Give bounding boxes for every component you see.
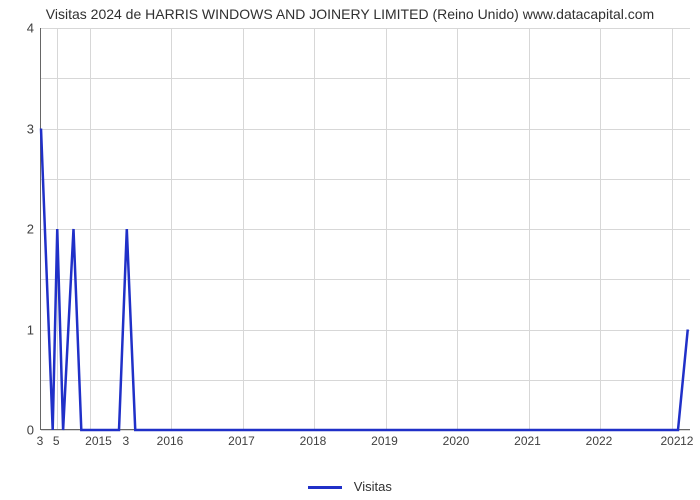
plot-area (40, 28, 690, 430)
x-tick-label: 2021 (514, 434, 541, 448)
data-point-label: 3 (122, 434, 129, 448)
y-tick-label: 0 (4, 423, 34, 438)
legend-label: Visitas (354, 479, 392, 494)
y-tick-label: 1 (4, 322, 34, 337)
x-tick-label: 2019 (371, 434, 398, 448)
data-point-label: 3 (37, 434, 44, 448)
x-tick-label: 2018 (300, 434, 327, 448)
x-tick-label: 2020 (443, 434, 470, 448)
data-point-label: 5 (53, 434, 60, 448)
data-point-label: 12 (680, 434, 693, 448)
y-tick-label: 3 (4, 121, 34, 136)
x-tick-label: 2022 (586, 434, 613, 448)
chart-title: Visitas 2024 de HARRIS WINDOWS AND JOINE… (0, 6, 700, 22)
legend: Visitas (0, 479, 700, 494)
x-tick-label: 2015 (85, 434, 112, 448)
y-tick-label: 4 (4, 21, 34, 36)
x-tick-label: 202 (660, 434, 680, 448)
y-tick-label: 2 (4, 222, 34, 237)
legend-swatch (308, 486, 342, 489)
line-series (41, 28, 690, 429)
x-tick-label: 2016 (157, 434, 184, 448)
chart-container: Visitas 2024 de HARRIS WINDOWS AND JOINE… (0, 0, 700, 500)
x-tick-label: 2017 (228, 434, 255, 448)
